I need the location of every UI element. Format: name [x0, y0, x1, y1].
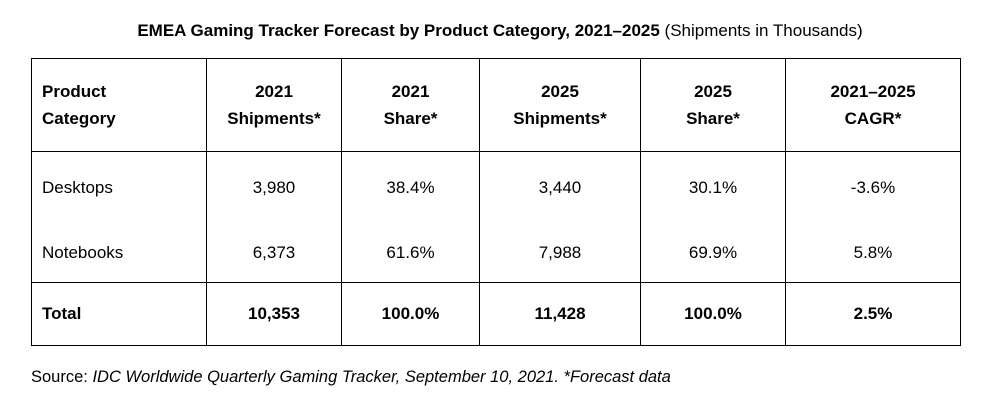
cell-2025-share: 69.9%	[640, 224, 786, 283]
cell-2025-shipments: 3,440	[479, 151, 641, 224]
title-units: (Shipments in Thousands)	[664, 21, 863, 40]
source-prefix: Source:	[31, 368, 88, 386]
cell-category: Desktops	[31, 151, 207, 224]
header-line: 2021–2025	[830, 82, 916, 101]
cell-2025-share: 100.0%	[640, 282, 786, 346]
cell-2025-shipments: 11,428	[479, 282, 641, 346]
header-cagr: 2021–2025 CAGR*	[785, 58, 961, 152]
table-header-row: Product Category 2021 Shipments* 2021 Sh…	[31, 58, 961, 152]
header-product-category: Product Category	[31, 58, 207, 152]
header-line: Product	[42, 82, 107, 101]
header-2021-shipments: 2021 Shipments*	[206, 58, 342, 152]
cell-2021-shipments: 10,353	[206, 282, 342, 346]
header-line: Share*	[686, 109, 740, 128]
cell-2021-share: 100.0%	[341, 282, 480, 346]
header-line: 2025	[694, 82, 732, 101]
cell-cagr: -3.6%	[785, 151, 961, 224]
forecast-table: Product Category 2021 Shipments* 2021 Sh…	[31, 58, 961, 346]
header-line: Shipments*	[513, 109, 607, 128]
page-title: EMEA Gaming Tracker Forecast by Product …	[0, 20, 1000, 42]
table-row-total: Total 10,353 100.0% 11,428 100.0% 2.5%	[31, 282, 961, 346]
title-main: EMEA Gaming Tracker Forecast by Product …	[137, 21, 660, 40]
cell-2021-shipments: 3,980	[206, 151, 342, 224]
table-row-desktops: Desktops 3,980 38.4% 3,440 30.1% -3.6%	[31, 151, 961, 224]
header-line: CAGR*	[844, 109, 902, 128]
cell-2021-shipments: 6,373	[206, 224, 342, 283]
cell-cagr: 5.8%	[785, 224, 961, 283]
header-2025-share: 2025 Share*	[640, 58, 786, 152]
cell-2025-share: 30.1%	[640, 151, 786, 224]
source-text: IDC Worldwide Quarterly Gaming Tracker, …	[92, 368, 671, 386]
header-line: Shipments*	[227, 109, 321, 128]
cell-2021-share: 38.4%	[341, 151, 480, 224]
header-line: 2025	[541, 82, 579, 101]
header-2025-shipments: 2025 Shipments*	[479, 58, 641, 152]
source-note: Source: IDC Worldwide Quarterly Gaming T…	[31, 366, 671, 388]
table-row-notebooks: Notebooks 6,373 61.6% 7,988 69.9% 5.8%	[31, 224, 961, 283]
cell-category: Notebooks	[31, 224, 207, 283]
cell-2025-shipments: 7,988	[479, 224, 641, 283]
cell-2021-share: 61.6%	[341, 224, 480, 283]
header-2021-share: 2021 Share*	[341, 58, 480, 152]
cell-category: Total	[31, 282, 207, 346]
header-line: Category	[42, 109, 116, 128]
cell-cagr: 2.5%	[785, 282, 961, 346]
header-line: Share*	[383, 109, 438, 128]
header-line: 2021	[391, 82, 430, 101]
header-line: 2021	[255, 82, 293, 101]
